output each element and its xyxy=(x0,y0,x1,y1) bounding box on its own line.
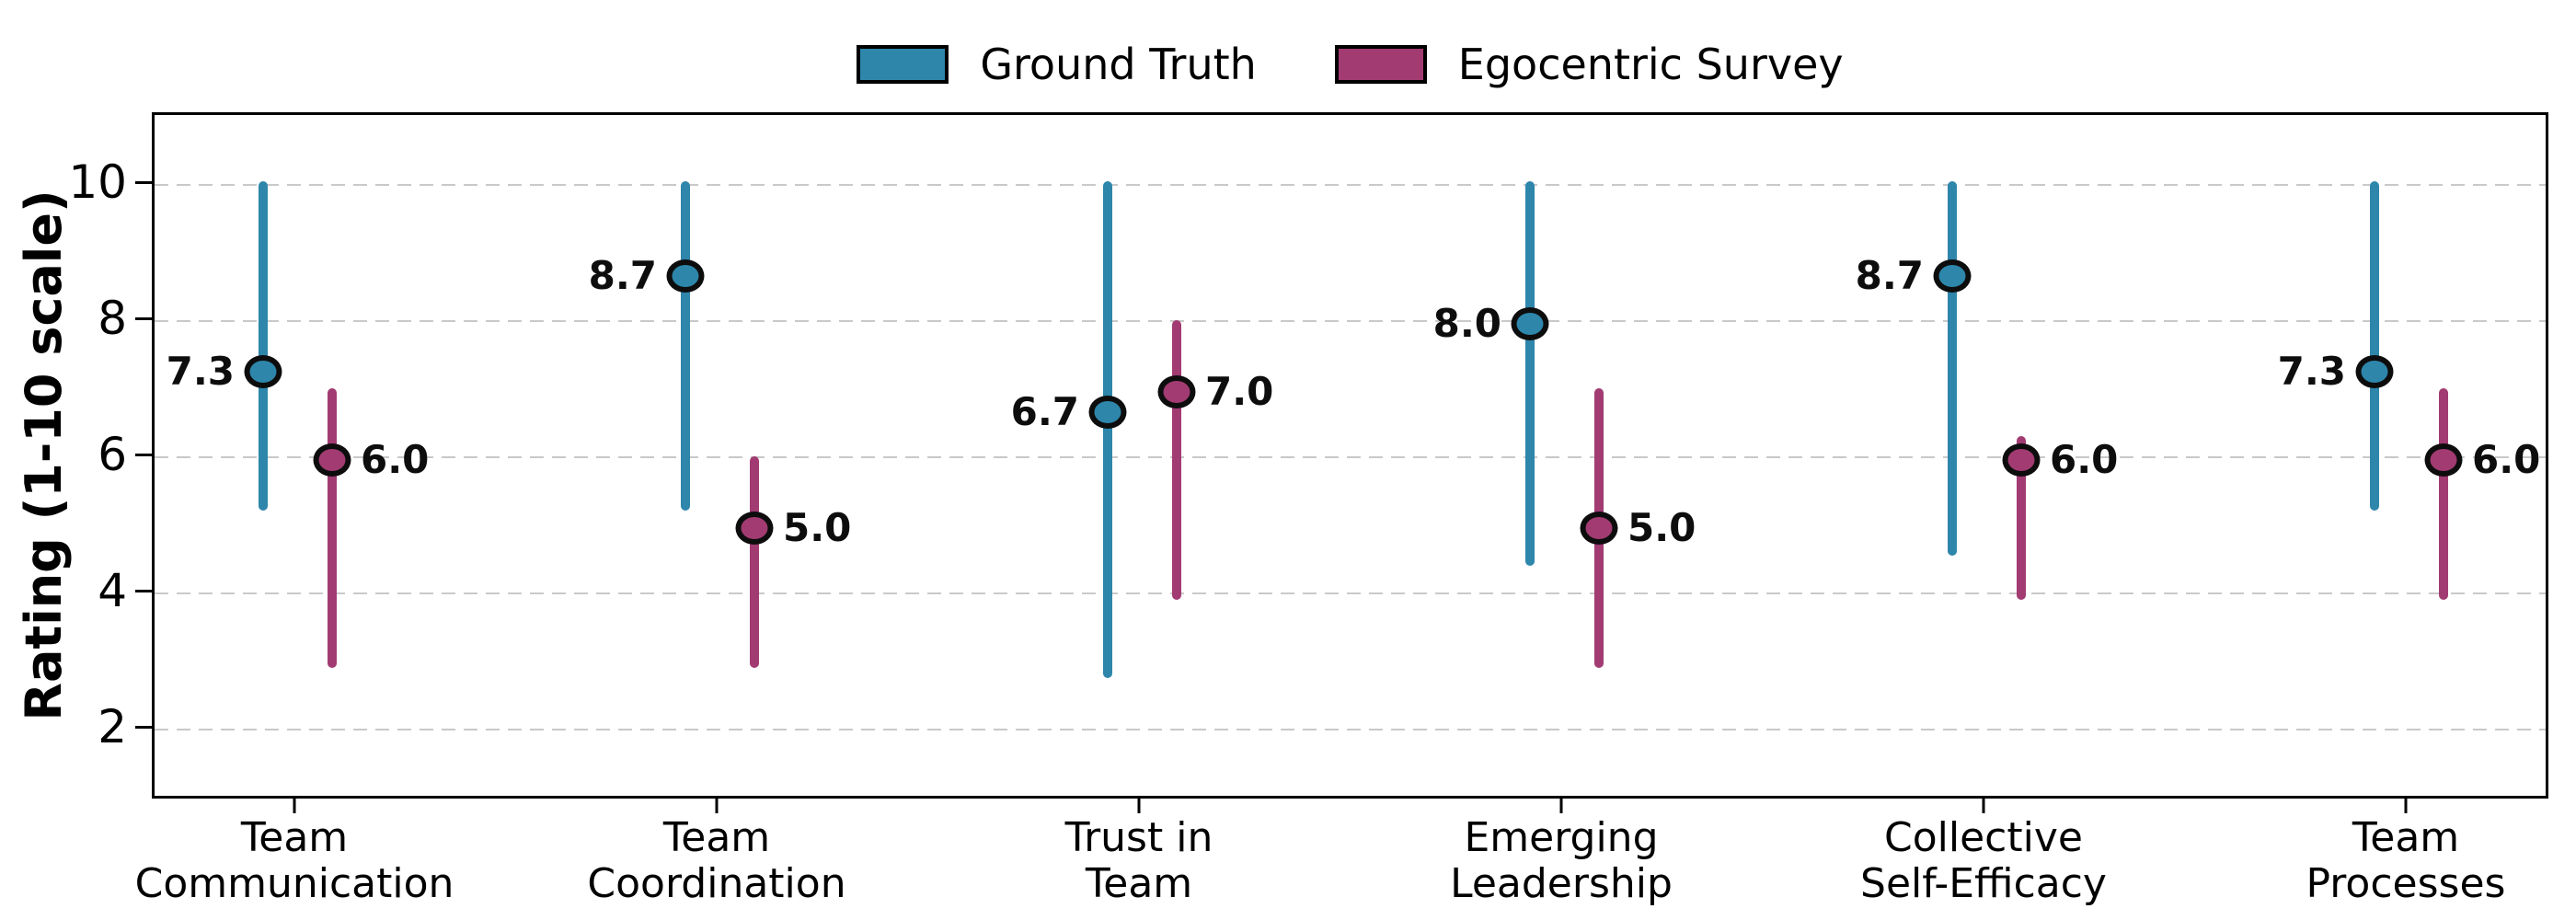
legend-swatch-ground-truth xyxy=(857,45,949,84)
x-tick-5 xyxy=(2404,799,2408,813)
value-label-ground-truth: 7.3 xyxy=(166,348,235,394)
legend-swatch-egocentric-survey xyxy=(1334,45,1427,84)
value-label-ground-truth: 7.3 xyxy=(2277,348,2346,394)
value-label-egocentric-survey: 5.0 xyxy=(783,505,852,550)
legend-label-egocentric-survey: Egocentric Survey xyxy=(1457,40,1844,89)
marker-ground-truth xyxy=(1511,307,1549,340)
y-tick-label-10: 10 xyxy=(68,155,127,209)
marker-egocentric-survey xyxy=(735,512,774,545)
error-bar-ground-truth xyxy=(681,180,690,512)
x-axis-label-0: Team Communication xyxy=(134,814,454,907)
marker-ground-truth xyxy=(1088,396,1127,430)
error-bar-egocentric-survey xyxy=(2439,388,2448,600)
error-bar-egocentric-survey xyxy=(328,388,337,668)
x-axis-label-5: Team Processes xyxy=(2306,814,2506,907)
marker-ground-truth xyxy=(1933,259,1972,293)
value-label-ground-truth: 8.0 xyxy=(1432,301,1501,346)
gridline-y-8 xyxy=(155,320,2546,322)
x-tick-1 xyxy=(715,799,719,813)
value-label-egocentric-survey: 6.0 xyxy=(2472,437,2541,482)
error-bar-ground-truth xyxy=(2370,180,2379,512)
marker-ground-truth xyxy=(244,354,282,388)
x-axis-label-4: Collective Self-Efficacy xyxy=(1860,814,2107,907)
value-label-egocentric-survey: 7.0 xyxy=(1205,369,1274,414)
gridline-y-2 xyxy=(155,729,2546,730)
marker-ground-truth xyxy=(666,259,705,293)
marker-egocentric-survey xyxy=(2002,443,2041,477)
x-tick-4 xyxy=(1982,799,1985,813)
y-tick-label-8: 8 xyxy=(98,292,127,345)
y-tick-2 xyxy=(135,726,152,729)
marker-egocentric-survey xyxy=(1157,375,1196,408)
error-bar-egocentric-survey xyxy=(750,456,759,668)
x-axis-label-2: Trust in Team xyxy=(1064,814,1213,907)
legend-item-ground-truth: Ground Truth xyxy=(857,40,1257,89)
value-label-ground-truth: 8.7 xyxy=(1855,253,1924,299)
error-bar-egocentric-survey xyxy=(1172,320,1181,600)
y-tick-8 xyxy=(135,317,152,320)
value-label-egocentric-survey: 6.0 xyxy=(361,437,430,482)
marker-egocentric-survey xyxy=(1580,512,1618,545)
x-tick-0 xyxy=(293,799,296,813)
marker-egocentric-survey xyxy=(313,443,351,477)
y-tick-6 xyxy=(135,454,152,456)
value-label-ground-truth: 8.7 xyxy=(588,253,657,299)
x-axis-label-1: Team Coordination xyxy=(587,814,846,907)
gridline-y-4 xyxy=(155,592,2546,594)
x-tick-3 xyxy=(1559,799,1563,813)
gridline-y-6 xyxy=(155,456,2546,458)
error-bar-ground-truth xyxy=(1525,180,1535,566)
gridline-y-10 xyxy=(155,184,2546,186)
error-bar-ground-truth xyxy=(1103,180,1112,678)
y-axis-title: Rating (1-10 scale) xyxy=(15,190,73,721)
error-bar-egocentric-survey xyxy=(2017,436,2026,600)
x-tick-2 xyxy=(1137,799,1141,813)
value-label-egocentric-survey: 6.0 xyxy=(2050,437,2119,482)
y-tick-label-2: 2 xyxy=(98,700,127,753)
y-tick-10 xyxy=(135,181,152,184)
value-label-ground-truth: 6.7 xyxy=(1010,389,1079,435)
legend-label-ground-truth: Ground Truth xyxy=(980,40,1257,89)
y-tick-label-4: 4 xyxy=(98,564,127,617)
legend: Ground Truth Egocentric Survey xyxy=(152,33,2548,96)
marker-ground-truth xyxy=(2355,354,2394,388)
plot-area: 7.3 8.7 6.7 8.0 8.7 7.3 6.0 5.0 7.0 5.0 6.0 6.0 xyxy=(152,112,2548,799)
legend-item-egocentric-survey: Egocentric Survey xyxy=(1334,40,1844,89)
x-axis-label-3: Emerging Leadership xyxy=(1450,814,1673,907)
error-bar-ground-truth xyxy=(259,180,268,512)
y-tick-label-6: 6 xyxy=(98,428,127,481)
error-bar-ground-truth xyxy=(1948,180,1957,556)
value-label-egocentric-survey: 5.0 xyxy=(1627,505,1696,550)
marker-egocentric-survey xyxy=(2424,443,2463,477)
y-tick-4 xyxy=(135,590,152,592)
